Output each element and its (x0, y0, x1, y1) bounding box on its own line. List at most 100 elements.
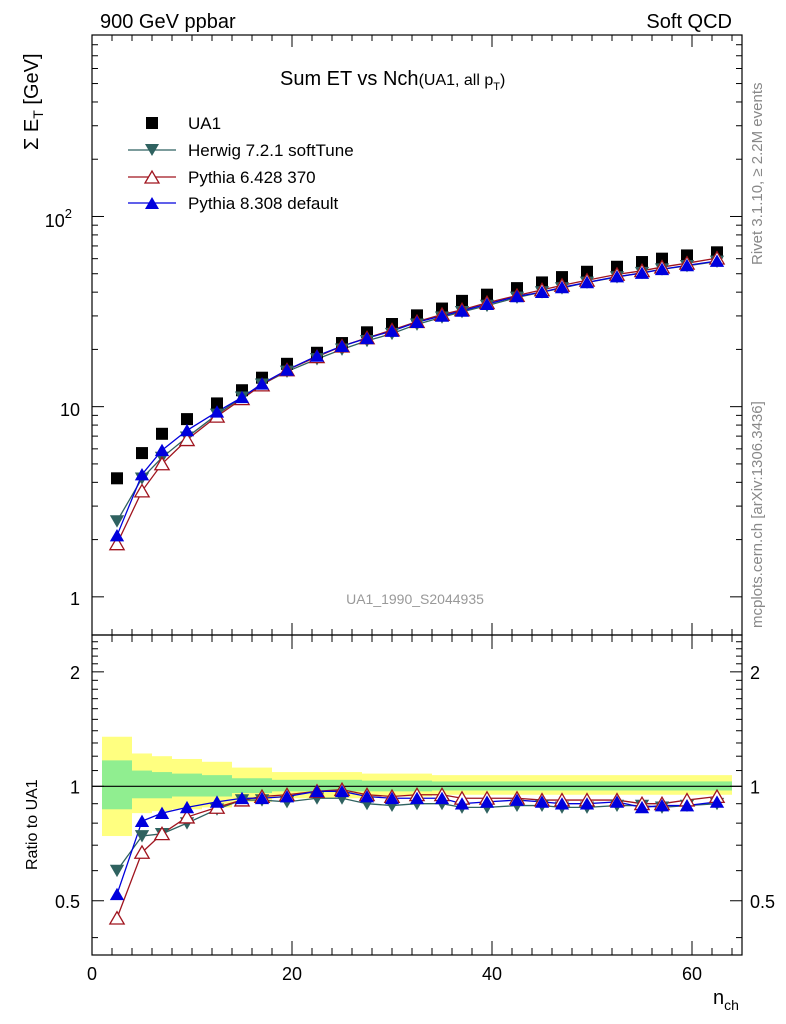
rivet-label: Rivet 3.1.10, ≥ 2.2M events (749, 83, 766, 266)
ratio-point-pythia-8-308-default (279, 790, 295, 803)
main-ticks (91, 34, 742, 635)
point-pythia-8-308-default (234, 390, 250, 404)
ratio-point-pythia-8-308-default (479, 795, 495, 808)
point-pythia-8-308-default (609, 270, 625, 283)
main-data (108, 246, 726, 551)
chart-title-main: Sum ET vs Nch (280, 68, 419, 90)
point-pythia-8-308-default (109, 529, 125, 542)
point-pythia-8-308-default (359, 331, 375, 345)
x-tick-label: 20 (282, 964, 302, 984)
legend-item-herwig: Herwig 7.2.1 softTune (128, 141, 354, 160)
legend-marker-pythia6 (143, 169, 161, 184)
point-pythia-8-308-default (679, 258, 695, 272)
ratio-point-pythia-8-308-default (554, 797, 570, 810)
legend-marker-ua1 (146, 117, 158, 129)
y-tick-label-100-exp: 2 (65, 206, 72, 221)
legend-item-pythia6: Pythia 6.428 370 (128, 168, 316, 187)
ratio-frame (91, 634, 743, 956)
point-pythia-8-308-default (209, 405, 225, 418)
chart-title-close: ) (500, 72, 505, 89)
ratio-y-tick-label-right: 2 (750, 663, 760, 683)
y-tick-label-100-base: 10 (45, 211, 65, 231)
point-herwig-7-2-1-softtune (109, 515, 125, 528)
band-inner (232, 778, 272, 794)
ratio-y-tick-label-right: 1 (750, 777, 760, 797)
ratio-point-pythia-8-308-default (334, 784, 350, 798)
point-ua1 (481, 288, 493, 301)
ratio-panel: 0.5 0.51 12 20 20 40 60 Ratio to UA1 nch (24, 634, 775, 1013)
ratio-point-pythia-6-428-370 (178, 809, 196, 824)
band-inner (152, 772, 172, 799)
ratio-point-pythia-8-308-default (234, 791, 250, 805)
point-pythia-6-428-370 (178, 431, 196, 447)
legend-label-ua1: UA1 (188, 114, 221, 133)
ratio-point-pythia-8-308-default (359, 790, 375, 803)
point-ua1 (136, 447, 148, 460)
point-pythia-8-308-default (154, 443, 170, 457)
ratio-point-pythia-8-308-default (209, 795, 225, 808)
ratio-point-pythia-8-308-default (109, 887, 125, 901)
point-pythia-8-308-default (534, 285, 550, 299)
ratio-point-pythia-8-308-default (609, 795, 625, 808)
ratio-point-pythia-8-308-default (509, 793, 525, 806)
chart-title: Sum ET vs Nch(UA1, all pT) (280, 68, 505, 93)
legend-label-pythia8: Pythia 8.308 default (188, 194, 339, 213)
x-axis-label-sub: ch (724, 997, 739, 1013)
ratio-point-pythia-6-428-370 (133, 844, 151, 859)
y-tick-label-100: 102 (45, 206, 72, 231)
point-ua1 (181, 413, 193, 426)
point-pythia-6-428-370 (153, 456, 171, 471)
point-pythia-8-308-default (409, 315, 425, 329)
legend-item-ua1: UA1 (146, 114, 221, 133)
ratio-point-pythia-6-428-370 (153, 826, 171, 841)
band-inner (102, 760, 132, 810)
legend-label-herwig: Herwig 7.2.1 softTune (188, 141, 354, 160)
point-pythia-8-308-default (334, 339, 350, 353)
header-left: 900 GeV ppbar (100, 11, 236, 33)
point-ua1 (636, 256, 648, 269)
point-pythia-8-308-default (579, 275, 595, 289)
ratio-point-pythia-8-308-default (679, 799, 695, 812)
point-pythia-8-308-default (634, 266, 650, 279)
point-pythia-6-428-370 (133, 483, 151, 498)
ratio-data (108, 781, 726, 925)
ratio-point-pythia-8-308-default (709, 795, 725, 808)
ratio-tick-labels: 0.5 0.51 12 20 20 40 60 (55, 663, 775, 984)
ratio-point-pythia-8-308-default (654, 799, 670, 812)
point-ua1 (156, 427, 168, 440)
main-y-axis-label-sub: T (30, 110, 46, 119)
header-right: Soft QCD (646, 11, 732, 33)
ratio-y-tick-label: 1 (70, 777, 80, 797)
x-axis-label: nch (713, 987, 739, 1013)
point-pythia-8-308-default (384, 324, 400, 337)
legend: UA1 Herwig 7.2.1 softTune Pythia 6.428 3… (128, 114, 354, 213)
ratio-y-tick-label-right: 0.5 (750, 892, 775, 912)
point-ua1 (111, 472, 123, 485)
chart-title-suffix: (UA1, all p (419, 72, 494, 89)
ratio-point-pythia-8-308-default (384, 791, 400, 805)
x-tick-label: 0 (87, 964, 97, 984)
ratio-point-pythia-8-308-default (179, 800, 195, 814)
legend-marker-herwig (145, 144, 159, 156)
ratio-point-pythia-8-308-default (634, 800, 650, 814)
point-pythia-8-308-default (434, 309, 450, 322)
point-pythia-8-308-default (309, 349, 325, 362)
series-line-herwig-7-2-1-softtune (116, 260, 718, 522)
band-inner (132, 770, 152, 799)
point-pythia-8-308-default (254, 377, 270, 390)
legend-label-pythia6: Pythia 6.428 370 (188, 168, 316, 187)
ratio-y-tick-label: 0.5 (55, 892, 80, 912)
main-y-axis-label: Σ ET [GeV] (21, 53, 46, 150)
point-pythia-8-308-default (134, 467, 150, 481)
point-ua1 (556, 271, 568, 284)
ratio-point-pythia-8-308-default (409, 791, 425, 805)
point-pythia-6-428-370 (108, 536, 126, 551)
point-pythia-8-308-default (179, 423, 195, 437)
ratio-point-pythia-8-308-default (254, 791, 270, 805)
ratio-point-pythia-8-308-default (454, 797, 470, 810)
x-axis-label-main: n (713, 987, 724, 1009)
point-ua1 (456, 294, 468, 307)
ratio-point-pythia-8-308-default (534, 795, 550, 808)
point-pythia-8-308-default (554, 280, 570, 294)
